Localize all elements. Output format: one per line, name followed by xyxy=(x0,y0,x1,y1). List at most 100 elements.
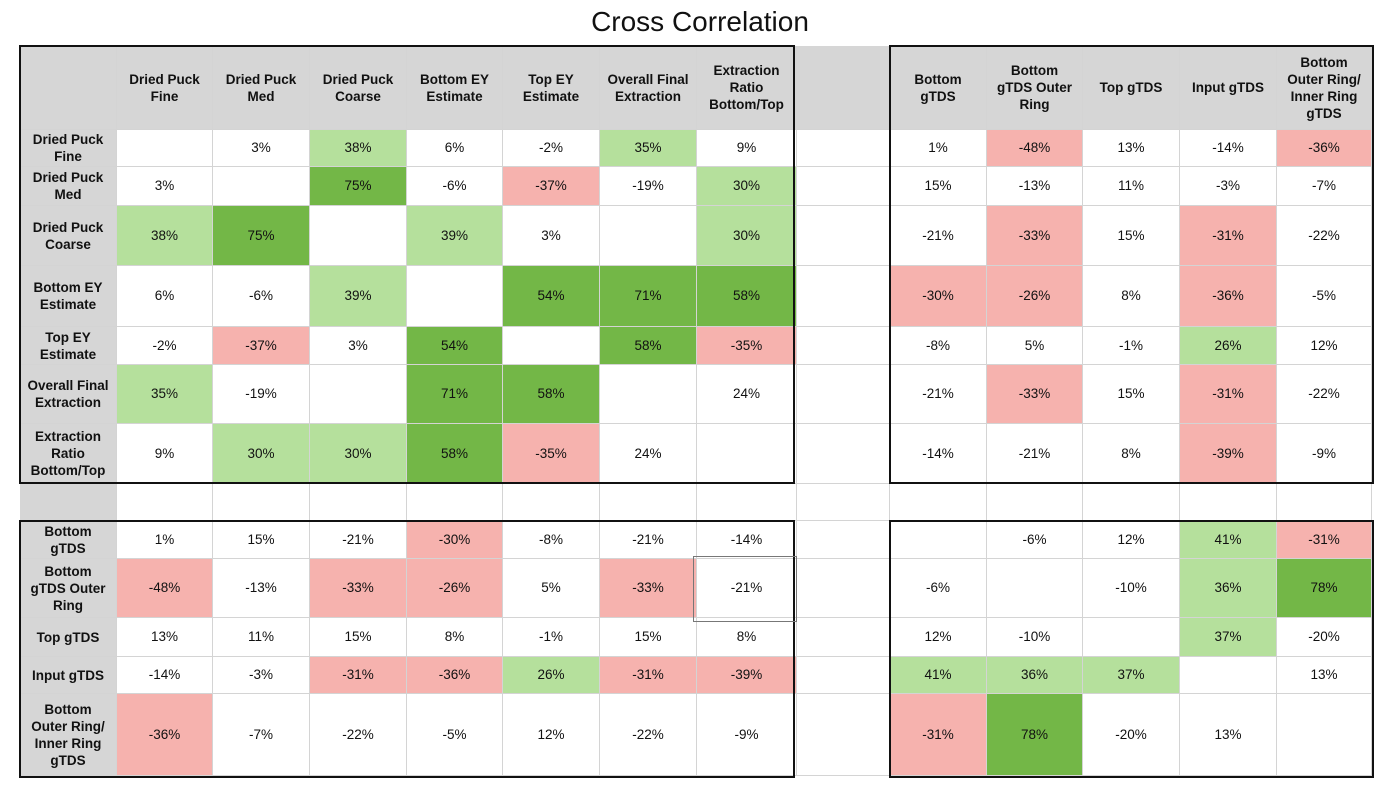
heatmap-cell: -37% xyxy=(213,327,310,365)
corner-header xyxy=(20,46,117,130)
column-header: Dried Puck Fine xyxy=(117,46,213,130)
column-header: Input gTDS xyxy=(1180,46,1277,130)
heatmap-cell: -22% xyxy=(310,694,407,776)
heatmap-cell: 38% xyxy=(310,130,407,167)
row-header: Overall Final Extraction xyxy=(20,365,117,424)
row-header: Dried Puck Fine xyxy=(20,130,117,167)
heatmap-cell: -21% xyxy=(310,521,407,559)
separator-cell xyxy=(797,327,890,365)
separator-cell xyxy=(503,484,600,521)
heatmap-cell: -6% xyxy=(213,266,310,327)
heatmap-cell: 39% xyxy=(310,266,407,327)
separator-cell xyxy=(797,130,890,167)
heatmap-cell: 13% xyxy=(1277,657,1372,694)
heatmap-cell: 15% xyxy=(310,618,407,657)
column-header: Extraction Ratio Bottom/Top xyxy=(697,46,797,130)
heatmap-cell: 30% xyxy=(213,424,310,484)
heatmap-cell: 12% xyxy=(890,618,987,657)
heatmap-cell: 12% xyxy=(1083,521,1180,559)
row-header: Bottom gTDS xyxy=(20,521,117,559)
heatmap-cell: -9% xyxy=(1277,424,1372,484)
heatmap-cell: -39% xyxy=(1180,424,1277,484)
heatmap-cell: -10% xyxy=(987,618,1083,657)
column-header: Dried Puck Coarse xyxy=(310,46,407,130)
chart-title: Cross Correlation xyxy=(591,6,809,37)
heatmap-cell: -31% xyxy=(890,694,987,776)
separator-cell xyxy=(117,484,213,521)
separator-cell xyxy=(1277,484,1372,521)
heatmap-cell xyxy=(310,206,407,266)
separator-cell xyxy=(1180,484,1277,521)
heatmap-cell: 5% xyxy=(987,327,1083,365)
heatmap-cell: -36% xyxy=(407,657,503,694)
heatmap-cell xyxy=(1277,694,1372,776)
heatmap-cell: 13% xyxy=(117,618,213,657)
heatmap-cell: 35% xyxy=(600,130,697,167)
heatmap-cell: -20% xyxy=(1277,618,1372,657)
heatmap-cell: -10% xyxy=(1083,559,1180,618)
row-header: Top gTDS xyxy=(20,618,117,657)
row-header: Bottom Outer Ring/ Inner Ring gTDS xyxy=(20,694,117,776)
heatmap-cell: 5% xyxy=(503,559,600,618)
heatmap-cell: -48% xyxy=(117,559,213,618)
heatmap-cell xyxy=(600,365,697,424)
heatmap-cell: -31% xyxy=(600,657,697,694)
heatmap-cell: -31% xyxy=(1180,365,1277,424)
separator-cell xyxy=(213,484,310,521)
heatmap-cell: 58% xyxy=(503,365,600,424)
heatmap-cell: -36% xyxy=(117,694,213,776)
column-header: Bottom gTDS xyxy=(890,46,987,130)
heatmap-cell: -14% xyxy=(117,657,213,694)
heatmap-cell: -14% xyxy=(890,424,987,484)
separator-cell xyxy=(987,484,1083,521)
heatmap-cell: 13% xyxy=(1180,694,1277,776)
column-header: Dried Puck Med xyxy=(213,46,310,130)
column-header: Bottom EY Estimate xyxy=(407,46,503,130)
heatmap-cell: 41% xyxy=(890,657,987,694)
heatmap-cell: -21% xyxy=(600,521,697,559)
heatmap-cell: 3% xyxy=(117,167,213,206)
heatmap-cell: -13% xyxy=(213,559,310,618)
heatmap-cell: 54% xyxy=(503,266,600,327)
heatmap-cell: -37% xyxy=(503,167,600,206)
heatmap-cell: -22% xyxy=(1277,365,1372,424)
heatmap-cell: 58% xyxy=(600,327,697,365)
heatmap-cell: -36% xyxy=(1277,130,1372,167)
heatmap-cell: 37% xyxy=(1083,657,1180,694)
heatmap-cell: 15% xyxy=(600,618,697,657)
heatmap-cell: -14% xyxy=(697,521,797,559)
heatmap-cell: 15% xyxy=(1083,206,1180,266)
row-header: Bottom EY Estimate xyxy=(20,266,117,327)
heatmap-cell: -19% xyxy=(600,167,697,206)
heatmap-cell: 36% xyxy=(987,657,1083,694)
heatmap-cell: -33% xyxy=(987,206,1083,266)
heatmap-cell: 1% xyxy=(117,521,213,559)
heatmap-cell: 26% xyxy=(1180,327,1277,365)
heatmap-cell: 54% xyxy=(407,327,503,365)
heatmap-cell: -21% xyxy=(890,365,987,424)
heatmap-cell: 15% xyxy=(1083,365,1180,424)
heatmap-cell: -36% xyxy=(1180,266,1277,327)
separator-cell xyxy=(797,694,890,776)
heatmap-cell: -35% xyxy=(503,424,600,484)
heatmap-cell: 58% xyxy=(407,424,503,484)
heatmap-cell: -8% xyxy=(890,327,987,365)
heatmap-cell: 6% xyxy=(407,130,503,167)
heatmap-cell: -33% xyxy=(600,559,697,618)
heatmap-cell: -2% xyxy=(117,327,213,365)
separator-header xyxy=(797,46,890,130)
separator-cell xyxy=(310,484,407,521)
separator-cell xyxy=(797,521,890,559)
heatmap-cell xyxy=(117,130,213,167)
heatmap-cell: 58% xyxy=(697,266,797,327)
separator-cell xyxy=(797,365,890,424)
separator-cell xyxy=(890,484,987,521)
heatmap-cell: -26% xyxy=(407,559,503,618)
heatmap-cell: 35% xyxy=(117,365,213,424)
heatmap-cell: 71% xyxy=(407,365,503,424)
heatmap-cell xyxy=(1083,618,1180,657)
heatmap-cell: -26% xyxy=(987,266,1083,327)
heatmap-cell xyxy=(503,327,600,365)
heatmap-cell: 3% xyxy=(213,130,310,167)
column-header: Overall Final Extraction xyxy=(600,46,697,130)
